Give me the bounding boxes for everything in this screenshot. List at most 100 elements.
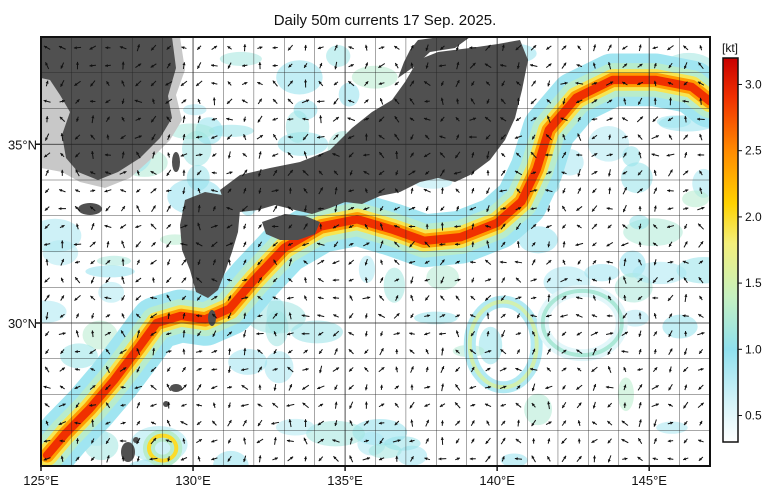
current-arrowhead <box>121 61 125 65</box>
current-arrowhead <box>332 439 336 443</box>
current-arrowhead <box>120 225 124 229</box>
land-tokunoshima <box>163 401 169 407</box>
current-arrowhead <box>547 83 551 87</box>
current-arrowhead <box>166 332 170 336</box>
current-arrowhead <box>152 277 156 281</box>
current-arrowhead <box>304 44 308 48</box>
current-arrowhead <box>258 224 262 228</box>
current-arrowhead <box>121 297 125 301</box>
current-arrowhead <box>424 278 428 282</box>
weak-current-patch <box>656 421 688 434</box>
current-arrowhead <box>228 404 232 408</box>
current-arrowhead <box>440 420 444 424</box>
current-arrowhead <box>561 440 565 444</box>
current-arrowhead <box>258 208 262 212</box>
current-arrowhead <box>320 439 324 442</box>
current-arrowhead <box>502 223 506 227</box>
current-arrowhead <box>639 116 643 120</box>
current-arrowhead <box>197 115 201 119</box>
current-arrowhead <box>348 278 353 282</box>
current-arrowhead <box>121 313 125 317</box>
current-arrowhead <box>593 44 597 48</box>
current-arrowhead <box>136 458 140 462</box>
current-arrowhead <box>471 420 475 424</box>
current-arrowhead <box>364 224 368 228</box>
current-arrowhead <box>576 64 580 68</box>
current-arrowhead <box>427 314 431 318</box>
current-arrowhead <box>576 207 580 211</box>
current-arrowhead <box>229 171 233 175</box>
current-arrowhead <box>424 260 429 264</box>
current-arrowhead <box>379 440 383 444</box>
current-arrowhead <box>563 455 567 460</box>
current-arrowhead <box>411 206 416 210</box>
current-arrowhead <box>334 348 338 352</box>
current-arrowhead <box>45 366 49 370</box>
current-arrowhead <box>425 366 429 370</box>
current-arrowhead <box>364 367 368 371</box>
current-arrowhead <box>439 404 444 407</box>
current-arrowhead <box>243 259 247 263</box>
current-arrowhead <box>197 332 201 337</box>
current-arrowhead <box>90 206 94 210</box>
current-arrowhead <box>347 117 351 121</box>
current-arrowhead <box>119 439 123 443</box>
current-arrowhead <box>151 82 155 87</box>
current-arrowhead <box>469 349 474 353</box>
current-arrowhead <box>348 386 352 390</box>
current-arrowhead <box>61 367 65 371</box>
current-arrowhead <box>152 205 156 209</box>
current-arrowhead <box>335 134 339 138</box>
current-arrowhead <box>667 207 671 211</box>
current-arrowhead <box>348 189 352 193</box>
current-arrowhead <box>45 420 49 424</box>
weak-current-patch <box>85 265 135 278</box>
current-arrowhead <box>516 97 520 101</box>
current-arrowhead <box>273 331 277 335</box>
current-arrowhead <box>334 44 338 49</box>
current-arrowhead <box>319 187 323 191</box>
current-arrowhead <box>240 403 244 407</box>
current-arrowhead <box>90 295 94 299</box>
current-arrowhead <box>637 82 641 85</box>
current-arrowhead <box>181 46 185 50</box>
land-kyushu <box>180 192 240 298</box>
current-arrowhead <box>365 99 369 103</box>
current-arrowhead <box>501 456 505 460</box>
current-arrowhead <box>106 402 109 406</box>
current-arrowhead <box>471 279 475 283</box>
current-arrowhead <box>606 243 610 247</box>
current-arrowhead <box>639 188 643 192</box>
current-arrowhead <box>502 170 506 174</box>
current-arrowhead <box>609 153 613 157</box>
current-arrowhead <box>318 170 322 174</box>
current-arrowhead <box>547 348 551 352</box>
current-arrowhead <box>453 171 458 175</box>
current-arrowhead <box>348 332 352 335</box>
current-arrowhead <box>487 367 491 371</box>
current-arrowhead <box>243 437 247 441</box>
current-arrowhead <box>532 171 537 175</box>
current-arrowhead <box>575 243 579 247</box>
current-arrowhead <box>547 456 551 460</box>
current-arrowhead <box>409 405 413 409</box>
current-arrowhead <box>424 457 428 461</box>
current-arrowhead <box>75 438 80 442</box>
current-arrowhead <box>45 80 49 84</box>
current-arrowhead <box>592 278 596 282</box>
current-arrowhead <box>607 351 611 355</box>
current-arrowhead <box>409 332 413 336</box>
current-arrowhead <box>684 351 687 355</box>
current-arrowhead <box>532 331 536 335</box>
current-arrowhead <box>60 240 64 244</box>
current-arrowhead <box>182 312 186 317</box>
current-arrowhead <box>563 45 567 49</box>
current-arrowhead <box>670 278 674 281</box>
current-arrowhead <box>198 439 202 443</box>
current-arrowhead <box>301 332 305 336</box>
current-arrowhead <box>621 439 625 442</box>
map-title: Daily 50m currents 17 Sep. 2025. <box>273 12 497 29</box>
current-arrowhead <box>486 420 490 424</box>
current-arrowhead <box>75 136 79 140</box>
current-arrowhead <box>286 403 290 407</box>
